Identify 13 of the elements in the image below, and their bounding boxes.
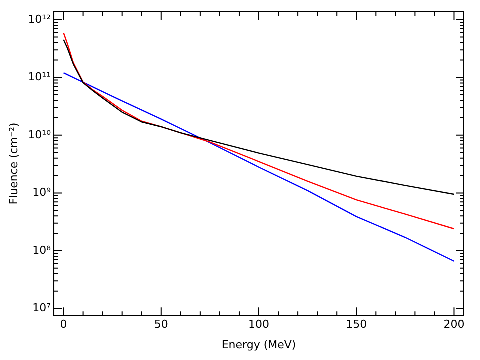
y-tick-label: 10⁷ [32,302,52,315]
y-tick-label: 10¹² [28,12,52,26]
y-tick-label: 10⁸ [32,244,52,257]
x-tick-label: 150 [346,318,368,332]
x-axis-title: Energy (MeV) [222,338,296,352]
y-axis-title: Fluence (cm⁻²) [7,122,20,205]
y-tick-label: 10¹¹ [28,70,52,84]
x-tick-label: 200 [444,318,465,332]
x-tick-label: 0 [60,318,68,332]
y-tick-label: 10¹⁰ [28,128,52,142]
x-tick-label: 50 [154,318,168,332]
x-tick-label: 100 [248,318,270,332]
y-tick-label: 10⁹ [32,186,52,200]
